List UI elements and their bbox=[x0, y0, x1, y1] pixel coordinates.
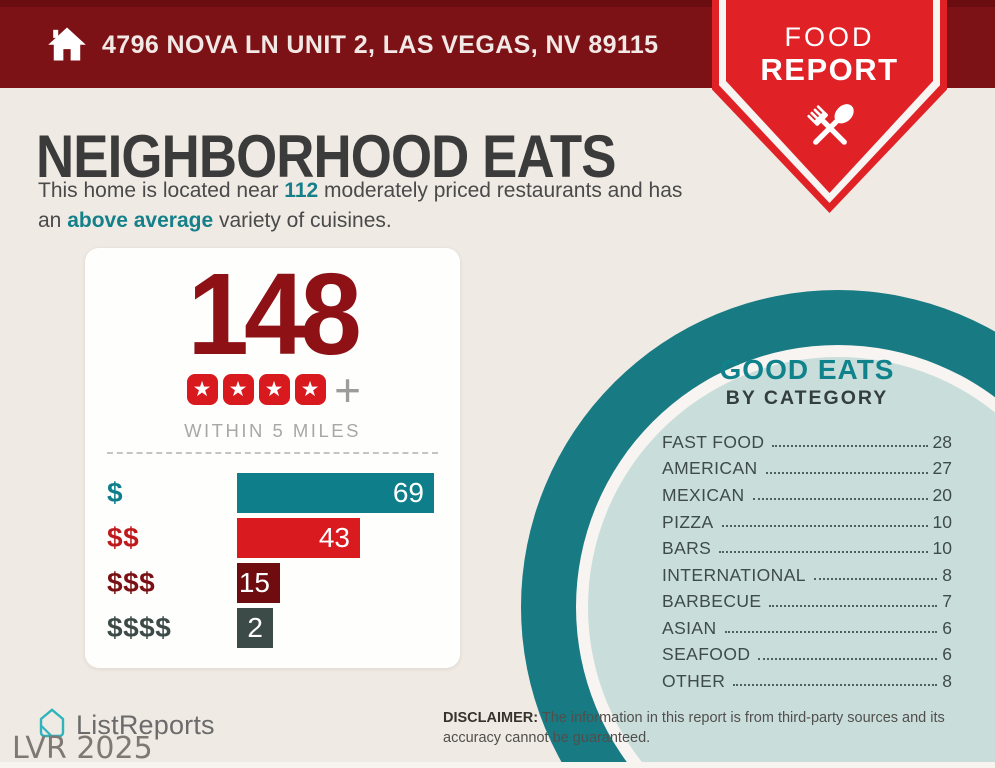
dotted-leader bbox=[719, 551, 928, 554]
category-value: 10 bbox=[932, 511, 952, 532]
dotted-leader bbox=[769, 604, 938, 607]
star-icon: ★ bbox=[222, 374, 254, 405]
restaurant-total: 148 bbox=[187, 249, 362, 379]
variety-rating: above average bbox=[67, 209, 214, 232]
price-bar-row: $$ 43 bbox=[107, 518, 460, 558]
category-value: 6 bbox=[942, 644, 952, 665]
price-tier-bar: 43 bbox=[237, 518, 360, 558]
intro-pre: This home is located near bbox=[38, 179, 285, 202]
category-label: PIZZA bbox=[662, 511, 714, 532]
good-eats-title: GOOD EATS bbox=[719, 354, 895, 385]
star-icon: ★ bbox=[258, 374, 290, 405]
radius-caption: WITHIN 5 MILES bbox=[184, 420, 361, 441]
price-tier-bar: 69 bbox=[237, 473, 434, 513]
disclaimer: DISCLAIMER: The information in this repo… bbox=[443, 708, 958, 749]
price-tier-bar: 15 bbox=[237, 563, 280, 603]
category-row: OTHER 8 bbox=[662, 664, 952, 691]
intro-text: This home is located near 112 moderately… bbox=[38, 176, 683, 236]
category-value: 6 bbox=[942, 617, 952, 638]
category-value: 7 bbox=[942, 591, 952, 612]
category-row: INTERNATIONAL 8 bbox=[662, 557, 952, 584]
star-icon: ★ bbox=[186, 374, 218, 405]
ribbon-title-line1: FOOD bbox=[784, 22, 875, 52]
price-tier-label: $$$$ bbox=[107, 612, 172, 643]
price-tier-bar: 2 bbox=[237, 608, 273, 648]
price-bar-row: $$$$ 2 bbox=[107, 608, 460, 648]
plus-icon: + bbox=[334, 363, 361, 416]
price-tier-value: 69 bbox=[392, 477, 424, 508]
category-label: INTERNATIONAL bbox=[662, 564, 806, 585]
summary-card: 148 ★ ★ ★ ★ + WITHIN 5 MILES $69 $$ 43 $$$ 15 $$… bbox=[85, 248, 460, 668]
category-label: AMERICAN bbox=[662, 458, 758, 479]
dotted-leader bbox=[721, 524, 928, 527]
category-row: ASIAN 6 bbox=[662, 611, 952, 638]
star-icon: ★ bbox=[294, 374, 326, 405]
category-list: FAST FOOD 28 AMERICAN 27 MEXICAN 20 PIZZA 10 BAR… bbox=[662, 425, 952, 691]
category-row: SEAFOOD 6 bbox=[662, 637, 952, 664]
price-tier-value: 15 bbox=[238, 567, 270, 598]
dotted-leader bbox=[772, 445, 928, 448]
disclaimer-text: The information in this report is from t… bbox=[443, 710, 945, 747]
category-row: FAST FOOD 28 bbox=[662, 425, 952, 452]
category-value: 20 bbox=[932, 484, 952, 505]
price-bar-chart: $69 $$ 43 $$$ 15 $$$$ 2 bbox=[107, 473, 460, 653]
category-value: 8 bbox=[942, 671, 952, 692]
home-icon bbox=[44, 21, 90, 67]
category-label: BARBECUE bbox=[662, 591, 762, 612]
category-row: BARBECUE 7 bbox=[662, 584, 952, 611]
category-row: BARS 10 bbox=[662, 531, 952, 558]
category-value: 10 bbox=[932, 538, 952, 559]
restaurant-count: 112 bbox=[284, 179, 319, 202]
price-tier-label: $ bbox=[107, 477, 124, 508]
ribbon-title-line2: REPORT bbox=[760, 52, 899, 87]
intro-post: variety of cuisines. bbox=[213, 209, 392, 232]
dotted-leader bbox=[752, 498, 928, 501]
property-address: 4796 NOVA LN UNIT 2, LAS VEGAS, NV 89115 bbox=[102, 31, 659, 59]
dotted-leader bbox=[724, 631, 938, 634]
price-tier-label: $$ bbox=[107, 522, 140, 553]
good-eats-panel: GOOD EATS BY CATEGORY FAST FOOD 28 AMERICA… bbox=[662, 354, 952, 691]
price-bar-row: $69 bbox=[107, 473, 460, 513]
category-row: AMERICAN 27 bbox=[662, 451, 952, 478]
listreports-logo-icon bbox=[36, 706, 68, 745]
star-rating: ★ ★ ★ ★ + bbox=[85, 363, 460, 416]
category-label: SEAFOOD bbox=[662, 644, 751, 665]
price-tier-value: 2 bbox=[247, 612, 263, 643]
brand-name: ListReports bbox=[76, 710, 215, 740]
dotted-leader bbox=[813, 578, 938, 581]
food-report-ribbon: FOOD REPORT bbox=[712, 0, 947, 213]
intro-mid: moderately priced restaurants and has an bbox=[38, 179, 683, 232]
category-label: FAST FOOD bbox=[662, 431, 765, 452]
dotted-leader bbox=[733, 684, 938, 687]
good-eats-subtitle: BY CATEGORY bbox=[725, 387, 889, 409]
listreports-brand: ListReports bbox=[36, 706, 215, 745]
category-label: OTHER bbox=[662, 671, 726, 692]
category-row: MEXICAN 20 bbox=[662, 478, 952, 505]
category-value: 28 bbox=[932, 431, 952, 452]
price-tier-value: 43 bbox=[318, 522, 350, 553]
disclaimer-label: DISCLAIMER: bbox=[443, 710, 539, 726]
mls-watermark: LVR 2025 bbox=[12, 731, 153, 766]
page-title: NEIGHBORHOOD EATS bbox=[36, 123, 616, 190]
price-bar-row: $$$ 15 bbox=[107, 563, 460, 603]
category-value: 27 bbox=[932, 458, 952, 479]
utensils-icon bbox=[792, 88, 868, 169]
dotted-leader bbox=[758, 657, 938, 660]
bottom-edge-line bbox=[0, 762, 995, 768]
category-row: PIZZA 10 bbox=[662, 504, 952, 531]
star-badges: ★ ★ ★ ★ bbox=[184, 374, 328, 405]
top-edge-line bbox=[0, 0, 995, 7]
category-label: MEXICAN bbox=[662, 484, 745, 505]
category-value: 8 bbox=[942, 564, 952, 585]
category-label: ASIAN bbox=[662, 617, 717, 638]
dashed-divider bbox=[107, 452, 438, 454]
price-tier-label: $$$ bbox=[107, 567, 156, 598]
category-label: BARS bbox=[662, 538, 712, 559]
dotted-leader bbox=[765, 471, 928, 474]
